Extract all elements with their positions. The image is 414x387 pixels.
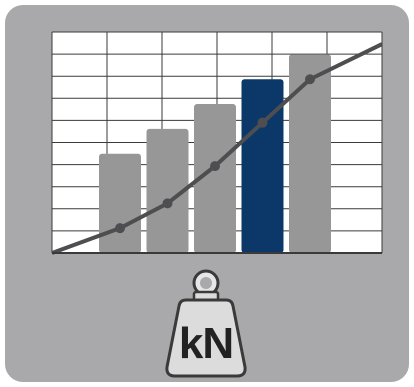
weight-handle-hole bbox=[200, 277, 212, 289]
weight-body bbox=[165, 298, 247, 378]
weight-unit-label: kN bbox=[179, 319, 233, 368]
trend-point bbox=[162, 198, 173, 209]
trend-line-icon bbox=[51, 42, 383, 255]
bar bbox=[194, 104, 236, 253]
bar bbox=[146, 128, 189, 253]
bar-highlighted bbox=[241, 79, 284, 253]
trend-point bbox=[257, 117, 268, 128]
chart-area bbox=[51, 31, 383, 255]
bar bbox=[99, 153, 141, 253]
trend-point bbox=[210, 161, 220, 172]
trend-point bbox=[305, 74, 315, 85]
weight-icon: kN bbox=[165, 269, 247, 378]
trend-point bbox=[115, 223, 125, 234]
bar-series bbox=[99, 54, 331, 253]
bar bbox=[289, 54, 331, 253]
